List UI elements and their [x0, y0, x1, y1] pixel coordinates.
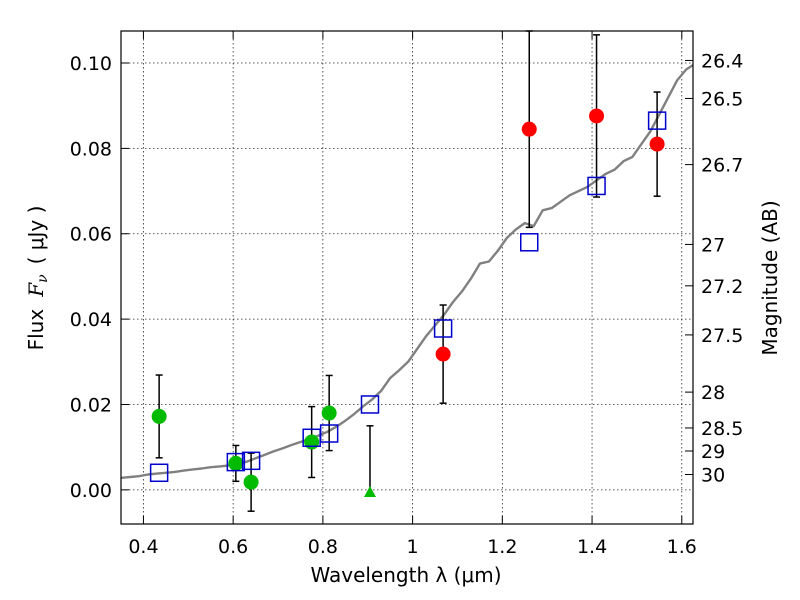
red-observed-point [435, 346, 451, 362]
y-axis-label-math: F [24, 282, 48, 298]
model-photometry-square [647, 111, 667, 130]
x-axis-label: Wavelength λ (μm) [310, 563, 501, 587]
grid [121, 31, 693, 524]
axis-ticks [121, 31, 693, 524]
model-photometry-square [319, 424, 339, 443]
model-photometry-square [360, 395, 380, 414]
y-tick-label: 0.00 [70, 480, 112, 502]
y2-tick-label: 27 [701, 234, 725, 256]
x-tick-label: 1.6 [667, 536, 697, 558]
data-markers [149, 108, 667, 497]
red-observed-point [649, 136, 665, 152]
x-tick-label: 1.4 [577, 536, 607, 558]
upper-limit-triangle [363, 485, 376, 497]
y2-tick-label: 26.7 [701, 155, 743, 177]
green-observed-point [228, 455, 244, 471]
green-observed-point [321, 405, 337, 421]
model-photometry-square [226, 452, 246, 472]
y-axis-label-math-sub: ν [35, 274, 51, 283]
y-tick-label: 0.08 [70, 138, 112, 160]
y-tick-labels: 0.00 0.02 0.04 0.06 0.08 0.10 [70, 53, 112, 502]
model-photometry-square [587, 176, 606, 196]
y2-tick-label: 30 [701, 464, 725, 486]
y2-tick-label: 27.5 [701, 325, 743, 347]
model-spectrum-line [120, 64, 694, 480]
x-tick-label: 1 [407, 536, 419, 558]
model-spectrum [120, 64, 694, 480]
x-tick-label: 0.8 [308, 536, 338, 558]
red-observed-point [521, 121, 537, 137]
model-photometry-square [241, 451, 261, 471]
y2-tick-label: 28.5 [701, 418, 743, 440]
green-observed-point [304, 434, 320, 450]
y-tick-label: 0.02 [70, 394, 112, 416]
y-axis-label: Flux Fν ( μJy ) [24, 206, 51, 351]
model-photometry-square [520, 233, 539, 252]
y-tick-label: 0.10 [70, 53, 112, 75]
red-observed-point [589, 108, 605, 124]
y-axis-label-text: Flux [24, 309, 48, 351]
y-tick-label: 0.06 [70, 224, 112, 246]
x-tick-labels: 0.4 0.6 0.8 1 1.2 1.4 1.6 [128, 536, 697, 558]
x-tick-label: 0.4 [128, 536, 158, 558]
y2-tick-label: 26.5 [701, 88, 743, 110]
y2-tick-label: 28 [701, 382, 725, 404]
x-tick-label: 1.2 [487, 536, 517, 558]
model-photometry-square [149, 463, 169, 483]
green-observed-point [151, 408, 167, 424]
x-tick-label: 0.6 [218, 536, 248, 558]
y2-tick-label: 29 [701, 441, 725, 463]
y-axis-label-unit: ( μJy ) [24, 206, 48, 265]
y2-tick-label: 27.2 [701, 276, 743, 298]
y2-tick-label: 26.4 [701, 50, 743, 72]
y-tick-label: 0.04 [70, 309, 112, 331]
model-photometry-square [433, 319, 453, 338]
plot-frame [120, 30, 694, 525]
y2-axis-label: Magnitude (AB) [758, 200, 782, 355]
green-observed-point [243, 474, 259, 490]
